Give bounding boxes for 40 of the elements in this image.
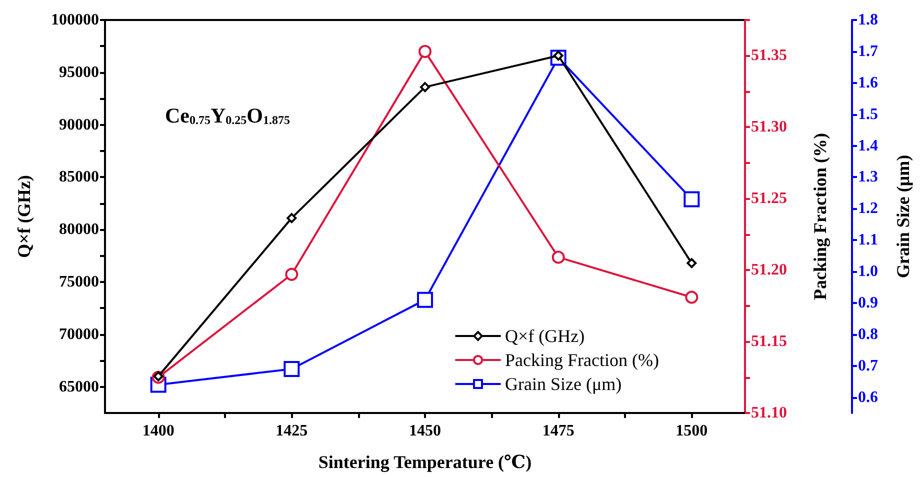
y3-tick-label: 0.7: [858, 357, 878, 374]
y2-tick-label: 51.10: [751, 404, 787, 422]
y3-tick-label: 1.8: [858, 12, 878, 28]
y2-tick-label: 51.15: [751, 333, 787, 350]
y3-tick-label: 1.7: [858, 42, 878, 60]
y-tick-label: 90000: [59, 116, 99, 134]
y2-tick-label: 51.25: [751, 190, 787, 208]
y3-tick-label: 1.6: [858, 74, 878, 92]
y-tick-label: 85000: [59, 168, 99, 186]
x-axis-title: Sintering Temperature (℃): [318, 452, 532, 472]
y2-tick-label: 51.35: [751, 47, 787, 64]
y2-axis-title: Packing Fraction (%): [810, 133, 830, 300]
y-tick-label: 80000: [59, 221, 99, 238]
y3-tick-label: 1.0: [858, 263, 878, 280]
y-tick-label: 75000: [59, 274, 99, 290]
annotation: Ce0.75Y0.25O1.875: [165, 104, 290, 128]
y3-axis-title: Grain Size (μm): [893, 154, 913, 278]
y3-tick-label: 1.1: [858, 232, 878, 249]
x-tick-label: 1450: [409, 422, 441, 440]
y-tick-label: 95000: [59, 64, 99, 81]
y-tick-label: 70000: [59, 326, 99, 343]
y3-tick-label: 0.6: [858, 388, 878, 406]
x-tick-label: 1500: [676, 422, 708, 440]
y-tick-label: 100000: [51, 12, 99, 28]
legend-label: Q×f (GHz): [505, 326, 585, 346]
x-tick-label: 1475: [542, 422, 574, 440]
legend-label: Grain Size (μm): [505, 374, 622, 394]
y3-tick-label: 1.4: [858, 137, 878, 154]
y2-tick-label: 51.30: [751, 118, 787, 136]
y2-tick-label: 51.20: [751, 262, 787, 279]
y3-tick-label: 1.2: [858, 200, 878, 218]
y-axis-title: Q×f (GHz): [14, 175, 34, 258]
y3-tick-label: 0.9: [858, 294, 878, 312]
x-tick-label: 1425: [276, 422, 308, 440]
y3-tick-label: 1.5: [858, 106, 878, 123]
y3-tick-label: 1.3: [858, 168, 878, 186]
y-tick-label: 65000: [59, 378, 99, 396]
legend-label: Packing Fraction (%): [505, 350, 659, 370]
x-tick-label: 1400: [142, 422, 174, 440]
y3-tick-label: 0.8: [858, 326, 878, 343]
